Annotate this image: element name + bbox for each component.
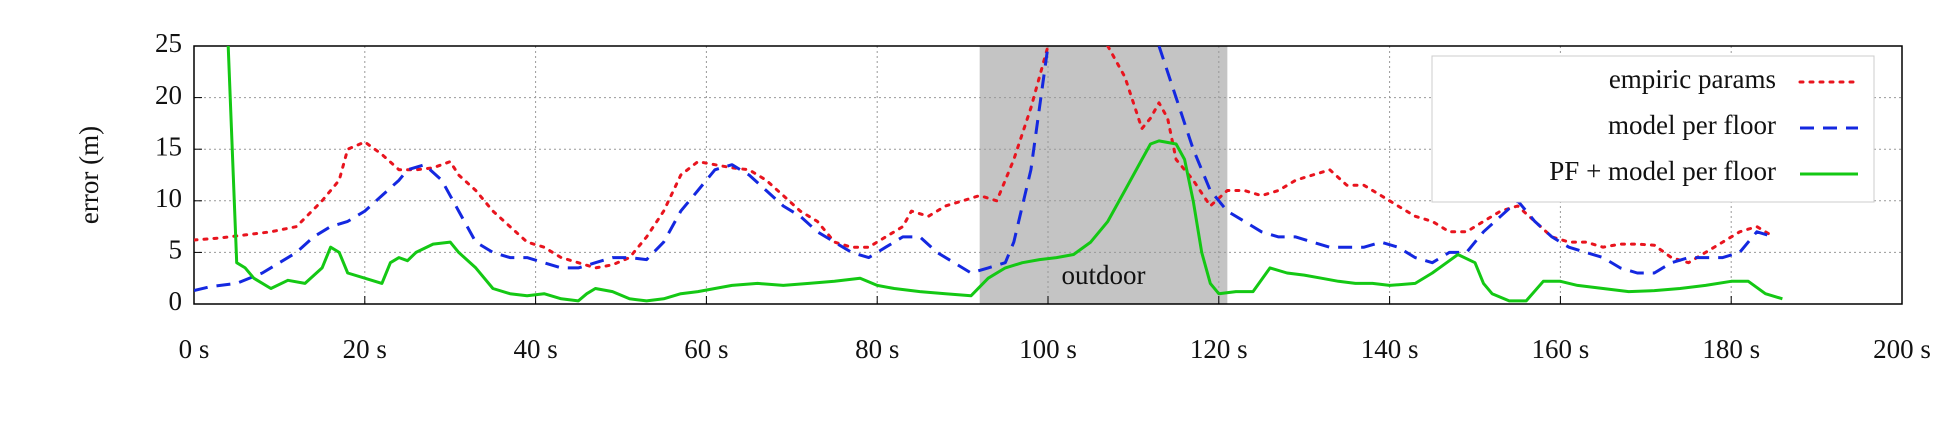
x-tick-label: 0 s: [179, 334, 210, 364]
x-tick-label: 100 s: [1019, 334, 1077, 364]
x-tick-label: 160 s: [1532, 334, 1590, 364]
x-tick-label: 140 s: [1361, 334, 1419, 364]
y-tick-label: 5: [169, 235, 183, 265]
x-tick-label: 80 s: [855, 334, 899, 364]
region-label: outdoor: [1062, 260, 1146, 290]
y-tick-label: 25: [155, 28, 182, 58]
y-tick-label: 0: [169, 286, 183, 316]
y-axis-label: error (m): [74, 126, 104, 224]
series-line: [226, 46, 1783, 303]
x-tick-label: 60 s: [684, 334, 728, 364]
legend-label: empiric params: [1609, 64, 1776, 94]
series-line: [194, 46, 1775, 293]
plot-area: [194, 46, 1783, 303]
series-line: [194, 46, 1776, 270]
legend-label: model per floor: [1608, 110, 1776, 140]
plot-frame: [193, 45, 1903, 305]
y-tick-label: 15: [155, 131, 182, 161]
legend-label: PF + model per floor: [1549, 156, 1776, 186]
x-tick-label: 200 s: [1873, 334, 1931, 364]
x-tick-label: 40 s: [513, 334, 557, 364]
x-tick-label: 180 s: [1702, 334, 1760, 364]
shaded-region: [979, 46, 1228, 304]
x-tick-label: 120 s: [1190, 334, 1248, 364]
x-tick-label: 20 s: [343, 334, 387, 364]
y-tick-label: 20: [155, 80, 182, 110]
y-tick-label: 10: [155, 183, 182, 213]
